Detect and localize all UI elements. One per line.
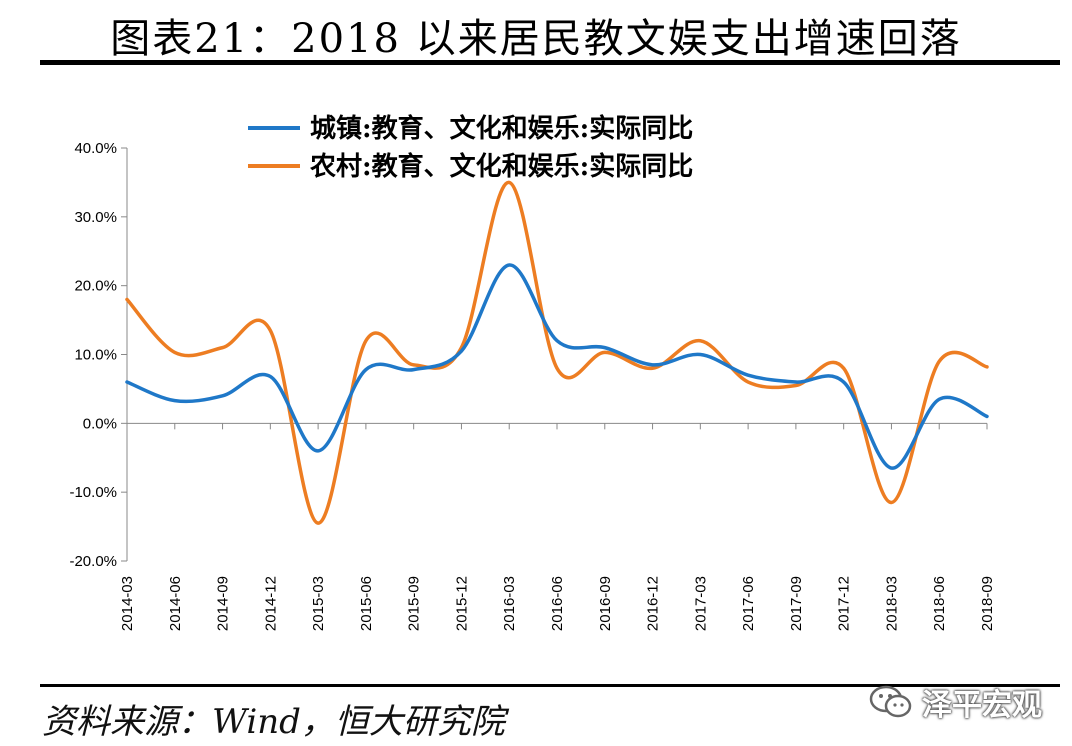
x-tick-label: 2018-03 — [883, 576, 900, 631]
watermark-text: 泽平宏观 — [922, 688, 1042, 723]
x-tick-label: 2016-12 — [645, 576, 662, 631]
legend-label-1: 农村:教育、文化和娱乐:实际同比 — [309, 151, 693, 182]
x-tick-label: 2017-12 — [836, 576, 853, 631]
series-line-1 — [125, 180, 989, 525]
x-tick-label: 2014-12 — [262, 576, 279, 631]
x-tick-label: 2017-03 — [692, 576, 709, 631]
x-tick-label: 2014-03 — [119, 576, 136, 631]
series-layer — [125, 180, 989, 525]
y-tick-label: 10.0% — [74, 347, 117, 364]
y-tick-label: -20.0% — [69, 553, 117, 570]
y-tick-label: 30.0% — [74, 209, 117, 226]
bottom-rule — [40, 684, 1060, 687]
x-tick-label: 2015-03 — [310, 576, 327, 631]
axes-layer: 40.0%30.0%20.0%10.0%0.0%-10.0%-20.0%2014… — [69, 140, 996, 631]
x-tick-label: 2014-06 — [167, 576, 184, 631]
watermark: 泽平宏观 — [868, 680, 1042, 724]
x-tick-label: 2016-09 — [597, 576, 614, 631]
y-tick-label: -10.0% — [69, 484, 117, 501]
legend-label-0: 城镇:教育、文化和娱乐:实际同比 — [310, 113, 693, 144]
x-tick-label: 2018-09 — [979, 576, 996, 631]
y-tick-label: 40.0% — [74, 140, 117, 157]
x-tick-label: 2015-12 — [453, 576, 470, 631]
x-tick-label: 2015-06 — [358, 576, 375, 631]
line-chart: 40.0%30.0%20.0%10.0%0.0%-10.0%-20.0%2014… — [69, 113, 996, 631]
x-tick-label: 2017-06 — [740, 576, 757, 631]
x-tick-label: 2014-09 — [215, 576, 232, 631]
x-tick-label: 2017-09 — [788, 576, 805, 631]
y-tick-label: 20.0% — [74, 278, 117, 295]
y-tick-label: 0.0% — [83, 415, 117, 432]
series-line-0 — [125, 263, 989, 470]
x-tick-label: 2018-06 — [931, 576, 948, 631]
wechat-icon — [869, 685, 912, 718]
chart-title: 图表21：2018 以来居民教文娱支出增速回落 — [110, 16, 962, 62]
x-tick-label: 2015-09 — [406, 576, 423, 631]
source-note: 资料来源：Wind，恒大研究院 — [42, 702, 505, 742]
top-rule — [40, 60, 1060, 65]
x-tick-label: 2016-03 — [501, 576, 518, 631]
x-tick-label: 2016-06 — [549, 576, 566, 631]
